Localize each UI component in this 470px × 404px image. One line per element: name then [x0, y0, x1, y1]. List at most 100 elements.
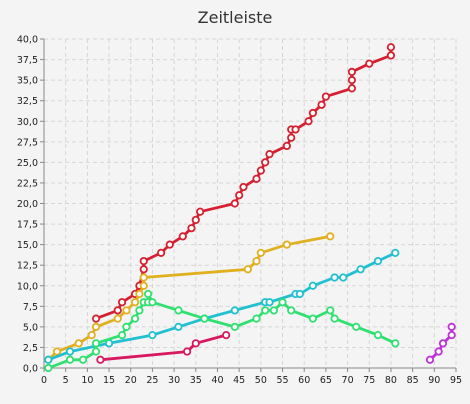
- data-point: [117, 330, 127, 340]
- data-point: [44, 355, 53, 364]
- x-tick-label: 95: [450, 375, 462, 386]
- y-tick-label: 30,0: [17, 117, 38, 128]
- data-point: [347, 67, 357, 77]
- y-tick-label: 27,5: [17, 137, 38, 148]
- data-point: [352, 322, 361, 331]
- data-point: [347, 84, 357, 93]
- data-point: [295, 289, 304, 299]
- x-tick-label: 85: [407, 375, 419, 386]
- data-point: [178, 232, 187, 241]
- data-point: [252, 314, 261, 323]
- data-point: [230, 199, 239, 208]
- data-point: [282, 141, 291, 151]
- x-tick-label: 15: [103, 375, 115, 386]
- data-point: [291, 125, 300, 134]
- data-point: [130, 298, 140, 307]
- series-3: [44, 248, 400, 364]
- series-line: [99, 333, 228, 362]
- data-point: [278, 298, 287, 307]
- series-line: [46, 234, 332, 362]
- data-point: [386, 43, 396, 52]
- y-tick-label: 7,5: [23, 302, 38, 313]
- data-point: [330, 273, 339, 282]
- data-point: [200, 314, 209, 323]
- x-tick-label: 60: [298, 375, 310, 386]
- data-point: [74, 339, 83, 348]
- data-point: [148, 298, 157, 307]
- data-point: [122, 322, 131, 331]
- x-tick-label: 90: [428, 375, 440, 386]
- data-point: [339, 273, 348, 282]
- data-point: [347, 76, 357, 85]
- data-point: [373, 330, 383, 340]
- data-point: [91, 339, 101, 348]
- data-point: [78, 355, 88, 364]
- axes: 0,0 2,5 5,0 7,5 10,0 12,5 15,0 17,5 20,0 22,5 25,0…: [17, 35, 462, 387]
- data-point: [196, 207, 205, 216]
- data-point: [222, 330, 231, 340]
- y-tick-label: 5,0: [23, 322, 38, 333]
- x-tick-label: 80: [385, 375, 397, 386]
- x-tick-label: 30: [168, 375, 180, 386]
- data-point: [130, 314, 140, 323]
- data-point: [239, 182, 248, 192]
- series-line: [94, 45, 393, 321]
- data-point: [287, 133, 296, 142]
- data-point: [113, 306, 122, 315]
- y-tick-label: 40,0: [17, 35, 38, 46]
- data-point: [135, 306, 144, 315]
- data-point: [65, 355, 75, 364]
- data-point: [425, 355, 435, 364]
- data-point: [148, 330, 157, 340]
- data-point: [91, 314, 101, 323]
- y-tick-label: 2,5: [23, 343, 38, 354]
- data-point: [256, 166, 265, 175]
- data-point: [139, 281, 148, 290]
- chart-title: Zeitleiste: [198, 8, 273, 27]
- data-point: [235, 191, 244, 200]
- data-point: [261, 158, 270, 167]
- x-tick-label: 45: [233, 375, 245, 386]
- data-point: [326, 306, 335, 315]
- x-tick-label: 70: [342, 375, 354, 386]
- data-point: [386, 51, 396, 60]
- series-lines: [44, 43, 456, 373]
- y-tick-label: 10,0: [17, 281, 38, 292]
- data-point: [91, 347, 101, 356]
- data-point: [330, 314, 339, 323]
- data-point: [122, 306, 131, 315]
- series-2: [44, 232, 335, 364]
- grid: [43, 38, 457, 369]
- x-tick-label: 65: [320, 375, 332, 386]
- x-tick-label: 20: [125, 375, 137, 386]
- data-point: [96, 355, 105, 364]
- series-6: [425, 322, 456, 364]
- data-point: [252, 256, 261, 266]
- data-point: [438, 339, 448, 348]
- data-point: [447, 322, 456, 331]
- data-point: [373, 256, 383, 266]
- data-point: [282, 240, 291, 249]
- data-point: [65, 347, 75, 356]
- y-tick-label: 12,5: [17, 261, 38, 272]
- data-point: [135, 289, 144, 299]
- y-tick-label: 25,0: [17, 158, 38, 169]
- x-tick-label: 0: [41, 375, 47, 386]
- data-point: [44, 363, 53, 373]
- data-point: [183, 347, 192, 356]
- data-point: [308, 314, 317, 323]
- data-point: [52, 347, 62, 356]
- data-point: [256, 248, 265, 257]
- data-point: [265, 150, 274, 159]
- data-point: [187, 224, 196, 233]
- data-point: [261, 306, 270, 315]
- series-1: [91, 43, 396, 323]
- data-point: [91, 322, 101, 331]
- data-point: [139, 256, 148, 266]
- data-point: [265, 298, 274, 307]
- data-point: [304, 117, 313, 126]
- y-tick-label: 32,5: [17, 96, 38, 107]
- y-tick-label: 20,0: [17, 199, 38, 210]
